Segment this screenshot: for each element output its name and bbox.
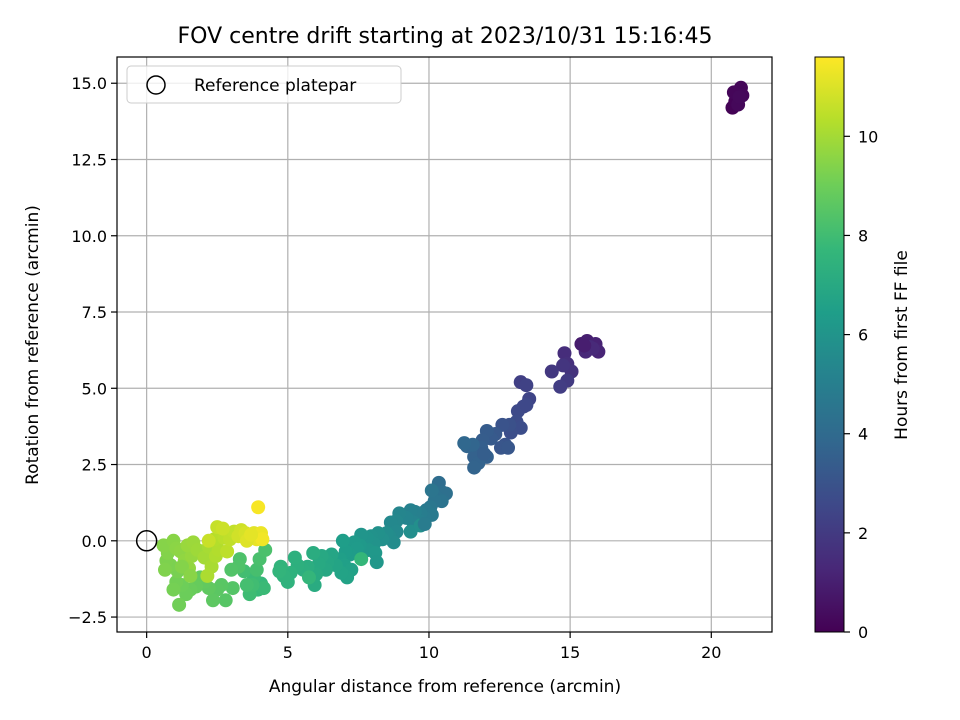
y-axis-ticks: −2.5 0.0 2.5 5.0 7.5 10.0 12.5 15.0 (68, 74, 117, 627)
data-point (732, 89, 747, 104)
data-point (335, 533, 350, 548)
legend: Reference platepar (126, 65, 402, 104)
data-point (225, 581, 240, 596)
colorbar: 0 2 4 6 8 10 Hours from first FF file (814, 56, 912, 642)
data-point (249, 562, 264, 577)
colorbar-tick-label: 10 (858, 127, 878, 146)
colorbar-tick-label: 0 (858, 623, 868, 642)
grid-lines (117, 57, 772, 632)
colorbar-label: Hours from first FF file (892, 250, 912, 440)
data-point (220, 544, 235, 559)
data-point (157, 562, 172, 577)
data-point (369, 555, 384, 570)
x-tick-label: 15 (560, 643, 580, 662)
y-axis-label: Rotation from reference (arcmin) (23, 205, 43, 485)
x-tick-label: 0 (142, 643, 152, 662)
data-point (215, 521, 230, 536)
y-tick-label: 7.5 (82, 303, 107, 322)
data-point (519, 398, 534, 413)
data-point (272, 564, 287, 579)
legend-reference-marker-icon (146, 75, 166, 95)
data-point (244, 527, 259, 542)
plot-area-frame (116, 56, 773, 633)
data-point (553, 379, 568, 394)
colorbar-frame (814, 56, 845, 633)
data-point (457, 436, 472, 451)
y-tick-label: 0.0 (82, 532, 107, 551)
data-point (200, 568, 215, 583)
data-point (201, 533, 216, 548)
colorbar-tick-label: 8 (858, 226, 868, 245)
data-point (239, 578, 254, 593)
data-point (424, 483, 439, 498)
colorbar-tick-label: 4 (858, 425, 868, 444)
data-point (301, 570, 316, 585)
x-axis-ticks: 0 5 10 15 20 (142, 632, 721, 662)
data-point (218, 593, 233, 608)
data-point (183, 568, 198, 583)
data-point (256, 581, 271, 596)
colorbar-tick-label: 6 (858, 326, 868, 345)
chart-title: FOV centre drift starting at 2023/10/31 … (178, 24, 713, 49)
colorbar-ticks: 0 2 4 6 8 10 (844, 127, 878, 642)
y-tick-label: 5.0 (82, 379, 107, 398)
data-point (205, 593, 220, 608)
data-point (467, 460, 482, 475)
y-tick-label: 15.0 (71, 74, 107, 93)
y-tick-label: −2.5 (68, 608, 107, 627)
data-point (255, 532, 270, 547)
legend-box (126, 65, 402, 104)
x-tick-label: 5 (283, 643, 293, 662)
y-tick-label: 2.5 (82, 456, 107, 475)
x-tick-label: 20 (701, 643, 721, 662)
data-point (287, 550, 302, 565)
data-point (166, 582, 181, 597)
data-point (354, 552, 369, 567)
data-point (172, 597, 187, 612)
data-point (417, 517, 432, 532)
data-point (174, 559, 189, 574)
data-point (544, 364, 559, 379)
colorbar-tick-label: 2 (858, 524, 868, 543)
x-tick-label: 10 (419, 643, 439, 662)
data-points (156, 80, 750, 612)
data-point (311, 556, 326, 571)
data-point (556, 358, 571, 373)
data-point (519, 378, 534, 393)
colorbar-gradient (815, 57, 844, 632)
data-point (501, 440, 516, 455)
legend-entry-reference-platepar: Reference platepar (194, 76, 356, 96)
reference-platepar-marker (135, 530, 158, 552)
data-point (557, 346, 572, 361)
data-point (306, 545, 321, 560)
y-tick-label: 12.5 (71, 150, 107, 169)
x-axis-label: Angular distance from reference (arcmin) (269, 677, 621, 697)
data-point (258, 542, 273, 557)
data-point (477, 446, 492, 461)
data-point (224, 562, 239, 577)
data-point (251, 500, 266, 515)
data-point (577, 338, 592, 353)
y-tick-label: 10.0 (71, 227, 107, 246)
